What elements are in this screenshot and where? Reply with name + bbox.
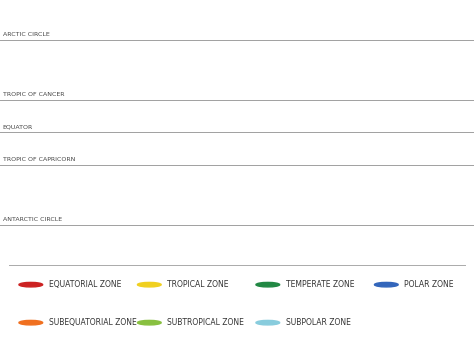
Circle shape <box>137 321 161 325</box>
Text: SUBEQUATORIAL ZONE: SUBEQUATORIAL ZONE <box>49 318 137 327</box>
Text: EQUATORIAL ZONE: EQUATORIAL ZONE <box>49 280 121 289</box>
Text: TROPICAL ZONE: TROPICAL ZONE <box>167 280 229 289</box>
Circle shape <box>137 283 161 287</box>
Text: TEMPERATE ZONE: TEMPERATE ZONE <box>286 280 355 289</box>
Circle shape <box>256 283 280 287</box>
Circle shape <box>19 283 43 287</box>
Text: TROPIC OF CAPRICORN: TROPIC OF CAPRICORN <box>3 157 75 162</box>
Text: TROPIC OF CANCER: TROPIC OF CANCER <box>3 92 64 97</box>
Text: ANTARCTIC CIRCLE: ANTARCTIC CIRCLE <box>3 217 62 222</box>
Text: ARCTIC CIRCLE: ARCTIC CIRCLE <box>3 32 49 37</box>
Text: SUBPOLAR ZONE: SUBPOLAR ZONE <box>286 318 351 327</box>
Circle shape <box>374 283 398 287</box>
Text: SUBTROPICAL ZONE: SUBTROPICAL ZONE <box>167 318 244 327</box>
Circle shape <box>19 321 43 325</box>
Text: POLAR ZONE: POLAR ZONE <box>404 280 454 289</box>
Text: EQUATOR: EQUATOR <box>3 125 33 129</box>
Circle shape <box>256 321 280 325</box>
